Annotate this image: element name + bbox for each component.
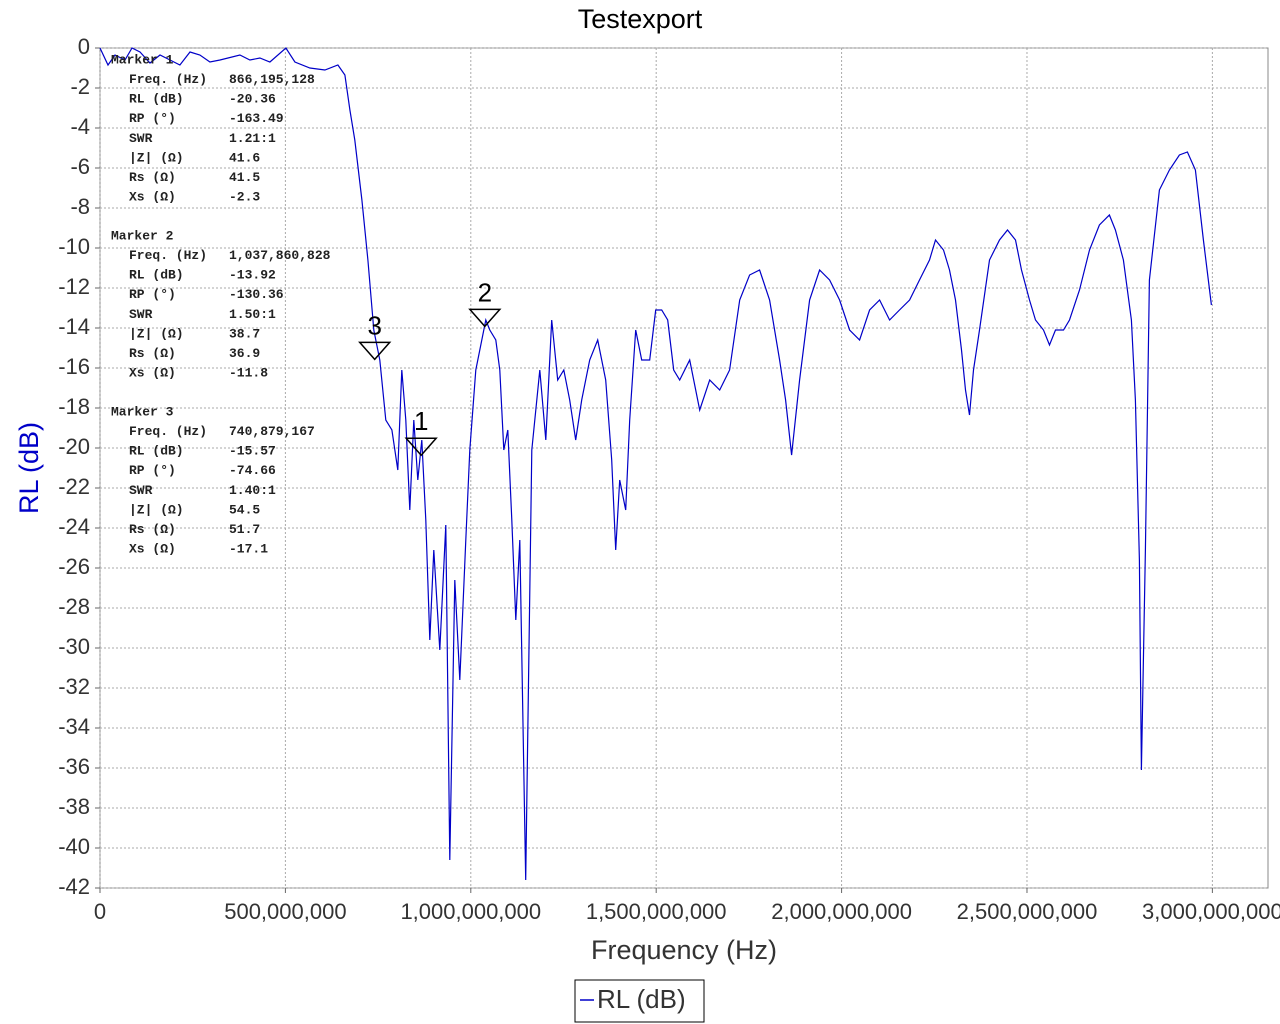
marker-value: 866,195,128 <box>229 72 315 87</box>
marker-field: Rs (Ω) <box>129 170 176 185</box>
x-tick-label: 3,000,000,000 <box>1142 899 1280 924</box>
marker-field: RL (dB) <box>129 268 184 283</box>
y-tick-label: -22 <box>58 474 90 499</box>
marker-field: RP (°) <box>129 111 176 126</box>
marker-field: Rs (Ω) <box>129 346 176 361</box>
y-tick-label: -38 <box>58 794 90 819</box>
marker-field: |Z| (Ω) <box>129 326 184 341</box>
marker-label: 3 <box>367 310 381 340</box>
x-tick-label: 1,000,000,000 <box>400 899 541 924</box>
marker-label: 1 <box>414 406 428 436</box>
y-tick-label: -28 <box>58 594 90 619</box>
marker-field: Freq. (Hz) <box>129 248 207 263</box>
plot-area <box>99 47 1269 889</box>
marker-value: -15.57 <box>229 444 276 459</box>
marker-triangle <box>404 437 438 457</box>
y-tick-label: -6 <box>70 154 90 179</box>
marker-value: -20.36 <box>229 92 276 107</box>
marker-field: SWR <box>129 483 153 498</box>
marker-field: |Z| (Ω) <box>129 502 184 517</box>
marker-triangle <box>358 341 392 361</box>
marker-triangle <box>468 308 502 328</box>
marker-value: -11.8 <box>229 366 268 381</box>
marker-heading: Marker 1 <box>111 52 174 67</box>
y-tick-label: -2 <box>70 74 90 99</box>
marker-value: 41.6 <box>229 150 260 165</box>
marker-field: |Z| (Ω) <box>129 150 184 165</box>
marker-value: 38.7 <box>229 326 260 341</box>
x-tick-label: 2,500,000,000 <box>957 899 1098 924</box>
x-tick-label: 1,500,000,000 <box>586 899 727 924</box>
marker-field: Freq. (Hz) <box>129 72 207 87</box>
marker-value: -17.1 <box>229 542 268 557</box>
chart-title: Testexport <box>578 4 703 34</box>
x-tick-label: 0 <box>94 899 106 924</box>
y-tick-label: -16 <box>58 354 90 379</box>
marker-value: 51.7 <box>229 522 260 537</box>
legend-label: RL (dB) <box>597 984 686 1014</box>
marker-field: RP (°) <box>129 287 176 302</box>
marker-field: RP (°) <box>129 463 176 478</box>
marker-field: RL (dB) <box>129 444 184 459</box>
y-tick-label: -34 <box>58 714 90 739</box>
y-tick-label: -36 <box>58 754 90 779</box>
marker-value: -2.3 <box>229 190 260 205</box>
marker-value: 1.50:1 <box>229 307 276 322</box>
y-tick-label: 0 <box>78 34 90 59</box>
marker-value: 41.5 <box>229 170 260 185</box>
x-tick-label: 2,000,000,000 <box>771 899 912 924</box>
marker-heading: Marker 2 <box>111 228 174 243</box>
y-tick-label: -30 <box>58 634 90 659</box>
marker-value: 1.21:1 <box>229 131 276 146</box>
x-tick-label: 500,000,000 <box>224 899 346 924</box>
marker-field: Rs (Ω) <box>129 522 176 537</box>
marker-value: -130.36 <box>229 287 284 302</box>
y-axis-label: RL (dB) <box>14 422 44 514</box>
marker-field: Xs (Ω) <box>129 190 176 205</box>
marker-value: -163.49 <box>229 111 284 126</box>
y-tick-label: -14 <box>58 314 90 339</box>
y-tick-label: -18 <box>58 394 90 419</box>
y-tick-label: -32 <box>58 674 90 699</box>
marker-field: SWR <box>129 131 153 146</box>
y-tick-label: -12 <box>58 274 90 299</box>
y-tick-label: -24 <box>58 514 90 539</box>
marker-value: 740,879,167 <box>229 424 315 439</box>
y-tick-label: -20 <box>58 434 90 459</box>
y-tick-label: -42 <box>58 874 90 899</box>
y-tick-label: -10 <box>58 234 90 259</box>
marker-field: Xs (Ω) <box>129 542 176 557</box>
marker-label: 2 <box>478 277 492 307</box>
y-tick-label: -8 <box>70 194 90 219</box>
marker-value: 54.5 <box>229 502 260 517</box>
marker-value: 1,037,860,828 <box>229 248 331 263</box>
marker-value: 36.9 <box>229 346 260 361</box>
marker-value: -13.92 <box>229 268 276 283</box>
x-axis-label: Frequency (Hz) <box>591 935 777 965</box>
marker-field: RL (dB) <box>129 92 184 107</box>
marker-field: Freq. (Hz) <box>129 424 207 439</box>
y-tick-label: -4 <box>70 114 90 139</box>
marker-heading: Marker 3 <box>111 404 174 419</box>
marker-value: -74.66 <box>229 463 276 478</box>
legend <box>574 979 705 1023</box>
line-series <box>99 47 1212 881</box>
y-tick-label: -40 <box>58 834 90 859</box>
marker-field: Xs (Ω) <box>129 366 176 381</box>
y-tick-label: -26 <box>58 554 90 579</box>
marker-value: 1.40:1 <box>229 483 276 498</box>
marker-field: SWR <box>129 307 153 322</box>
